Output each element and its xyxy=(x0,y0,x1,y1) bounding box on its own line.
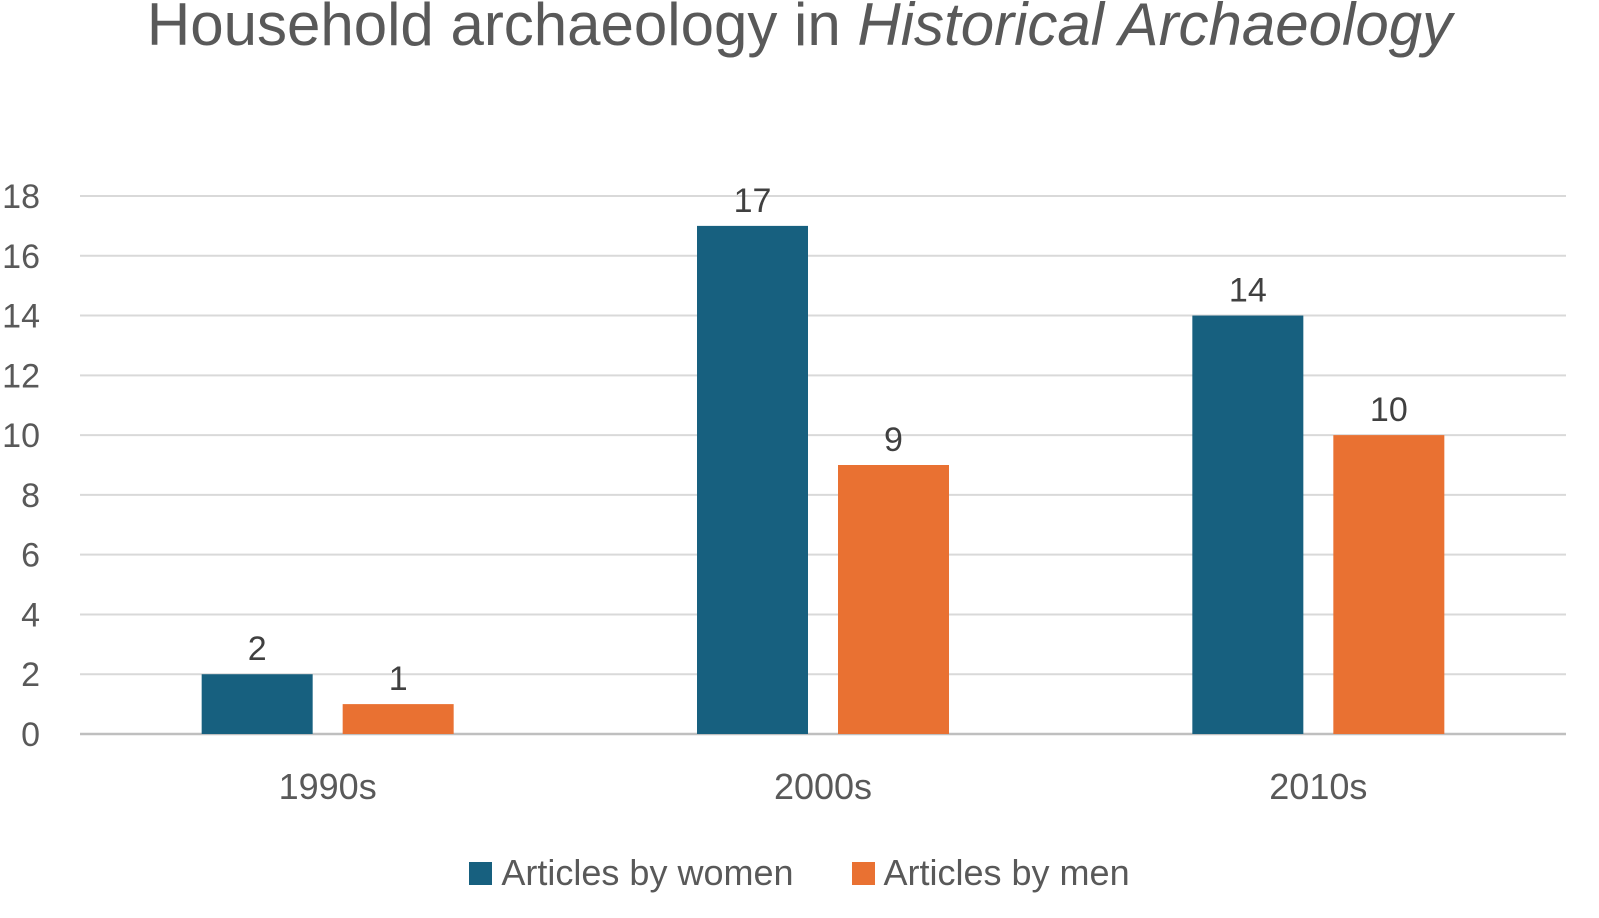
bar-men-2010s xyxy=(1333,435,1445,734)
y-tick-label: 16 xyxy=(2,238,40,276)
x-tick-label: 1990s xyxy=(279,766,377,807)
y-tick-label: 6 xyxy=(21,537,40,575)
y-axis-tick-labels: 0 2 4 6 8 10 12 14 16 18 xyxy=(2,178,40,754)
data-label: 1 xyxy=(389,660,408,698)
gridlines xyxy=(80,195,1566,736)
bar-men-2000s xyxy=(838,465,949,734)
bars xyxy=(201,225,1445,734)
y-tick-label: 8 xyxy=(21,477,40,515)
data-labels: 2 1 17 9 14 10 xyxy=(248,182,1408,698)
data-label: 2 xyxy=(248,630,267,668)
legend-label-women: Articles by women xyxy=(501,852,794,893)
x-axis-tick-labels: 1990s 2000s 2010s xyxy=(279,766,1368,807)
legend-item-women: Articles by women xyxy=(469,852,794,894)
bar-men-1990s xyxy=(342,704,454,734)
y-tick-label: 0 xyxy=(21,716,40,754)
data-label: 9 xyxy=(884,421,903,459)
legend-swatch-men xyxy=(851,861,875,885)
legend-item-men: Articles by men xyxy=(851,852,1130,894)
data-label: 10 xyxy=(1370,391,1408,429)
x-tick-label: 2000s xyxy=(774,766,872,807)
y-tick-label: 10 xyxy=(2,417,40,455)
y-tick-label: 18 xyxy=(2,178,40,216)
data-label: 14 xyxy=(1229,272,1267,310)
legend-label-men: Articles by men xyxy=(883,852,1130,893)
y-tick-label: 14 xyxy=(2,298,40,336)
bar-women-2000s xyxy=(697,225,808,734)
chart-title: Household archaeology in Historical Arch… xyxy=(0,0,1599,64)
bar-women-2010s xyxy=(1192,315,1304,734)
bar-women-1990s xyxy=(201,674,313,734)
legend: Articles by women Articles by men xyxy=(0,852,1599,894)
x-tick-label: 2010s xyxy=(1269,766,1367,807)
y-tick-label: 2 xyxy=(21,656,40,694)
legend-swatch-women xyxy=(469,861,493,885)
data-label: 17 xyxy=(734,182,772,220)
chart-title-text: Household archaeology in xyxy=(146,0,841,58)
chart-title-emphasis: Historical Archaeology xyxy=(857,0,1453,58)
y-tick-label: 4 xyxy=(21,596,40,634)
y-tick-label: 12 xyxy=(2,357,40,395)
